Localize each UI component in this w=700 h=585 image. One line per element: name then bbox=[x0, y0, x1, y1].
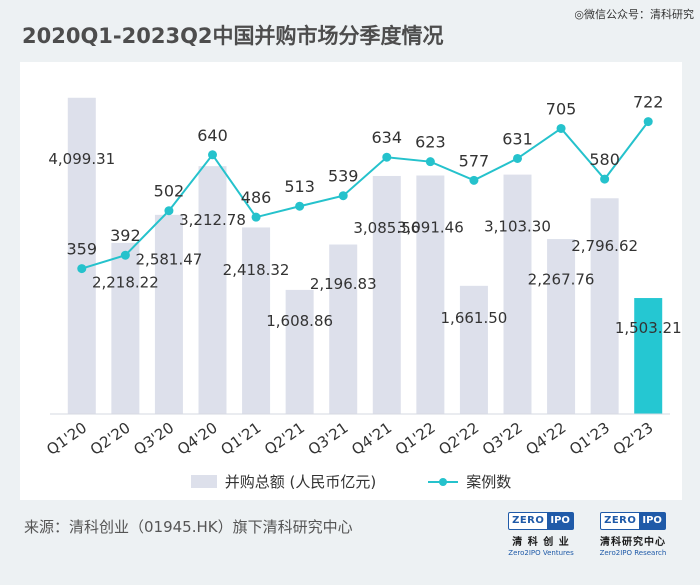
logo-cn-text: 清科研究中心 bbox=[600, 536, 666, 548]
bar-value-label: 4,099.31 bbox=[48, 150, 115, 168]
logo-en-text: Zero2IPO Ventures bbox=[508, 548, 574, 557]
x-tick-label: Q4'22 bbox=[523, 419, 570, 459]
cases-point bbox=[556, 123, 566, 133]
cases-value-label: 705 bbox=[546, 99, 577, 118]
bar-13 bbox=[590, 198, 619, 414]
source-note: 来源：清科创业（01945.HK）旗下清科研究中心 bbox=[24, 518, 353, 536]
cases-value-label: 640 bbox=[197, 126, 228, 145]
bar-value-label: 3,085.56 bbox=[353, 219, 420, 237]
x-tick-label: Q3'20 bbox=[130, 419, 177, 459]
combo-chart: 4,099.31 2,218.22 2,581.47 3,212.78 2,418.32… bbox=[43, 93, 682, 459]
cases-value-label: 580 bbox=[589, 150, 620, 169]
x-tick-label: Q3'21 bbox=[305, 419, 352, 459]
cases-point bbox=[120, 250, 130, 260]
bar-5 bbox=[242, 227, 271, 414]
bar-value-label: 1,503.21 bbox=[615, 319, 682, 337]
chart-panel: 4,099.31 2,218.22 2,581.47 3,212.78 2,418.32… bbox=[20, 62, 682, 500]
cases-value-label: 539 bbox=[328, 167, 359, 186]
cases-point bbox=[643, 117, 653, 127]
bar-value-label: 2,267.76 bbox=[528, 271, 595, 289]
bar-value-label: 2,196.83 bbox=[310, 275, 377, 293]
cases-point bbox=[208, 150, 217, 160]
legend-cases-label: 案例数 bbox=[466, 473, 512, 491]
bar-3 bbox=[154, 214, 183, 414]
bar-value-label: 2,796.62 bbox=[571, 237, 638, 255]
bar-value-label: 1,608.86 bbox=[266, 312, 333, 330]
legend-amount-label: 并购总额 (人民币亿元) bbox=[224, 473, 377, 491]
cases-value-label: 392 bbox=[110, 226, 141, 245]
bar-value-label: 2,581.47 bbox=[136, 251, 203, 269]
bar-value-label: 2,418.32 bbox=[223, 261, 290, 279]
bar-14 bbox=[634, 298, 663, 414]
chart-legend: 并购总额 (人民币亿元) 案例数 bbox=[20, 471, 682, 492]
bar-value-label: 3,212.78 bbox=[179, 211, 246, 229]
cases-value-label: 486 bbox=[241, 188, 272, 207]
logo-zero2ipo-ventures: ZERO IPO 清 科 创 业 Zero2IPO Ventures bbox=[500, 508, 582, 560]
bar-12 bbox=[547, 239, 576, 414]
bar-7 bbox=[329, 244, 358, 414]
cases-value-label: 623 bbox=[415, 133, 446, 152]
cases-value-label: 722 bbox=[633, 93, 664, 112]
bar-value-label: 3,103.30 bbox=[484, 218, 551, 236]
x-tick-label: Q2'21 bbox=[261, 419, 308, 459]
cases-point bbox=[77, 264, 87, 274]
cases-point bbox=[295, 201, 305, 211]
cases-point bbox=[600, 174, 610, 184]
bar-value-label: 2,218.22 bbox=[92, 274, 159, 292]
legend-line-swatch bbox=[428, 475, 459, 489]
bar-value-label: 1,661.50 bbox=[441, 309, 508, 327]
legend-item-cases: 案例数 bbox=[428, 471, 511, 492]
x-tick-label: Q1'20 bbox=[43, 419, 90, 459]
chart-title: 2020Q1-2023Q2中国并购市场分季度情况 bbox=[22, 24, 444, 48]
x-tick-label: Q3'22 bbox=[479, 419, 526, 459]
x-tick-label: Q2'20 bbox=[87, 419, 134, 459]
x-tick-label: Q1'23 bbox=[566, 419, 613, 459]
bar-10 bbox=[459, 285, 488, 414]
bar-6 bbox=[285, 289, 314, 414]
cases-point bbox=[251, 212, 261, 222]
legend-bar-swatch bbox=[190, 475, 217, 488]
x-tick-label: Q2'22 bbox=[435, 419, 482, 459]
cases-point bbox=[382, 152, 392, 162]
bar-9 bbox=[416, 175, 445, 414]
cases-value-label: 634 bbox=[372, 128, 403, 147]
logo-mark: ZERO IPO bbox=[600, 511, 666, 530]
x-tick-label: Q4'20 bbox=[174, 419, 221, 459]
logo-en-text: Zero2IPO Research bbox=[599, 548, 667, 557]
logo-mark: ZERO IPO bbox=[508, 511, 574, 530]
bar-11 bbox=[503, 174, 532, 414]
cases-point bbox=[425, 157, 435, 167]
cases-value-label: 577 bbox=[459, 151, 490, 170]
x-tick-label: Q1'21 bbox=[218, 419, 265, 459]
cases-point bbox=[469, 175, 479, 185]
bar-4 bbox=[198, 166, 227, 414]
x-tick-label: Q1'22 bbox=[392, 419, 439, 459]
legend-item-amount: 并购总额 (人民币亿元) bbox=[190, 471, 377, 492]
cases-point bbox=[513, 153, 522, 163]
logo-cn-text: 清 科 创 业 bbox=[512, 536, 570, 548]
bar-2 bbox=[111, 242, 140, 414]
cases-value-label: 502 bbox=[154, 182, 185, 201]
bar-1 bbox=[67, 97, 96, 414]
cases-line bbox=[81, 120, 650, 270]
cases-point bbox=[164, 206, 174, 216]
cases-point bbox=[338, 191, 348, 201]
x-tick-label: Q2'23 bbox=[610, 419, 657, 459]
bar-8 bbox=[372, 175, 401, 414]
cases-value-label: 631 bbox=[502, 129, 533, 148]
x-tick-label: Q4'21 bbox=[348, 419, 395, 459]
cases-value-label: 513 bbox=[284, 177, 315, 196]
bar-value-label: 3,091.46 bbox=[397, 218, 464, 236]
cases-value-label: 359 bbox=[67, 240, 98, 259]
wechat-watermark: ◎微信公众号：清科研究 bbox=[574, 8, 694, 21]
logo-zero2ipo-research: ZERO IPO 清科研究中心 Zero2IPO Research bbox=[592, 508, 674, 560]
